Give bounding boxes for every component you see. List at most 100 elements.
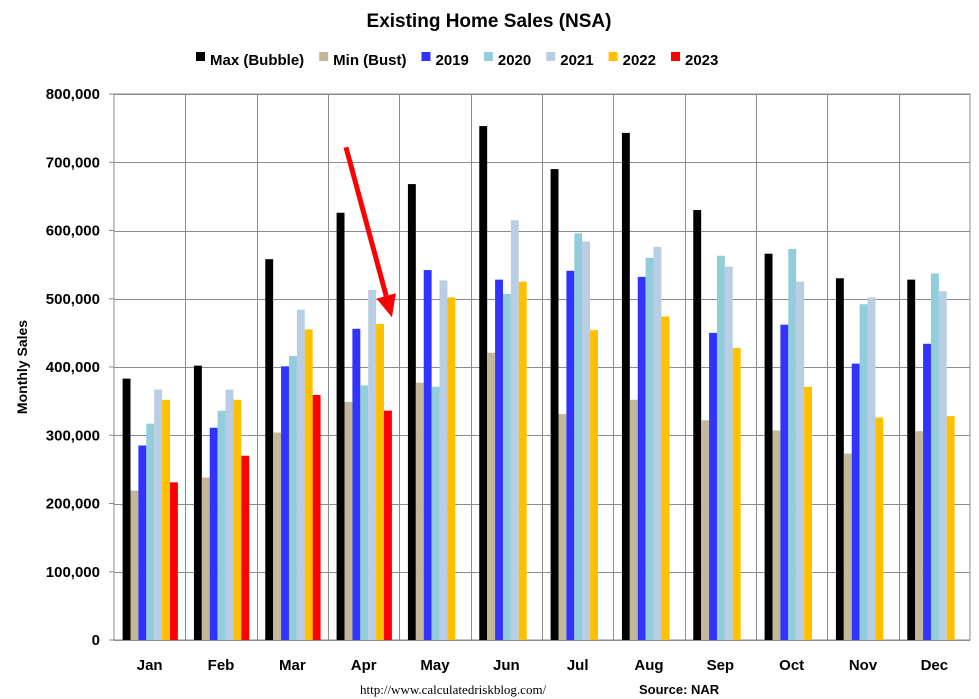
- legend-item: 2022: [608, 52, 656, 69]
- x-tick-label: Dec: [921, 657, 949, 674]
- bar-2021-nov: [867, 297, 876, 640]
- y-axis-title: Monthly Sales: [14, 320, 30, 414]
- bar-2020-aug: [645, 257, 654, 640]
- bar-min-bust-dec: [915, 431, 924, 640]
- x-tick-label: Oct: [779, 657, 804, 674]
- bar-2021-sep: [724, 266, 733, 640]
- bar-2020-mar: [288, 356, 297, 640]
- bar-2021-dec: [938, 291, 947, 640]
- bar-max-bubble-mar: [265, 259, 274, 640]
- bar-max-bubble-oct: [764, 253, 773, 640]
- x-tick-label: Feb: [208, 657, 235, 674]
- arrow-shaft: [343, 146, 389, 297]
- source-label: Source: NAR: [639, 682, 720, 697]
- bar-2023-mar: [312, 394, 321, 640]
- legend-item: 2020: [483, 52, 531, 69]
- x-tick-label: Mar: [279, 657, 306, 674]
- bar-2020-nov: [859, 304, 868, 640]
- bar-max-bubble-jul: [550, 169, 559, 640]
- bar-2021-jul: [582, 241, 591, 641]
- bar-2022-mar: [304, 329, 313, 640]
- bar-2022-feb: [233, 399, 242, 640]
- bar-2022-may: [447, 297, 456, 640]
- y-tick-label: 0: [92, 632, 100, 649]
- legend-swatch: [421, 52, 431, 61]
- bar-min-bust-apr: [344, 401, 353, 640]
- legend-item: 2019: [421, 52, 469, 69]
- bar-2021-may: [439, 280, 448, 640]
- arrow-head: [376, 293, 396, 318]
- legend-swatch: [196, 52, 205, 61]
- bar-2020-jun: [502, 293, 511, 640]
- legend: Max (Bubble) Min (Bust) 2019 2020 2021 2022 20…: [196, 52, 718, 69]
- x-tick-label: Nov: [849, 657, 878, 674]
- bar-2023-feb: [241, 455, 250, 640]
- legend-label: Max (Bubble): [210, 52, 304, 69]
- bar-2022-apr: [376, 324, 384, 640]
- legend-label: 2023: [685, 52, 718, 69]
- bar-2022-dec: [946, 416, 955, 640]
- bar-2019-oct: [780, 324, 789, 640]
- legend-item: Min (Bust): [319, 52, 407, 69]
- y-tick-label: 400,000: [46, 359, 100, 376]
- legend-label: 2021: [560, 52, 593, 69]
- y-tick-label: 200,000: [46, 496, 100, 513]
- bar-2023-apr: [384, 410, 392, 640]
- legend-swatch: [671, 52, 680, 61]
- bar-2021-feb: [225, 389, 234, 640]
- bar-min-bust-jul: [558, 414, 567, 640]
- y-tick-label: 300,000: [46, 427, 100, 444]
- bar-2020-sep: [716, 255, 725, 640]
- bar-min-bust-feb: [201, 477, 210, 640]
- bar-2022-sep: [732, 347, 741, 640]
- bar-2020-feb: [217, 410, 226, 640]
- legend-item: 2021: [546, 52, 594, 69]
- bar-2019-may: [423, 270, 432, 640]
- x-tick-label: Jul: [567, 657, 589, 674]
- bar-min-bust-aug: [629, 399, 638, 640]
- bar-2020-jan: [146, 423, 155, 640]
- bar-min-bust-nov: [843, 453, 852, 640]
- x-axis: Jan Feb Mar Apr May Jun Jul Aug Sep Oct Nov Dec: [137, 657, 948, 674]
- bar-2020-jul: [574, 233, 583, 641]
- bar-2022-jul: [590, 330, 598, 640]
- legend-label: 2020: [498, 52, 531, 69]
- bar-2019-feb: [209, 427, 218, 640]
- legend-label: 2022: [623, 52, 656, 69]
- bar-2022-jun: [518, 281, 527, 640]
- y-axis: 0 100,000 200,000 300,000 400,000 500,000 600,…: [46, 86, 114, 649]
- bar-2019-jan: [138, 445, 147, 640]
- bar-2021-apr: [368, 289, 377, 640]
- bars: [122, 126, 955, 641]
- bar-2022-jan: [162, 399, 170, 640]
- bar-2019-sep: [709, 332, 717, 641]
- bar-2023-jan: [170, 482, 178, 640]
- legend-swatch: [319, 52, 329, 61]
- x-tick-label: Apr: [351, 657, 377, 674]
- bar-2019-mar: [281, 366, 289, 640]
- bar-max-bubble-jan: [122, 378, 131, 640]
- legend-swatch: [608, 52, 618, 61]
- annotation-arrow: [343, 146, 396, 318]
- bar-min-bust-jun: [487, 352, 496, 640]
- bar-2020-may: [431, 386, 440, 640]
- bar-2020-dec: [930, 273, 939, 640]
- x-tick-label: Jun: [493, 657, 520, 674]
- bar-2021-oct: [796, 281, 805, 640]
- bar-max-bubble-nov: [835, 278, 844, 640]
- chart-title: Existing Home Sales (NSA): [367, 11, 612, 32]
- bar-2021-jan: [154, 389, 163, 640]
- bar-2020-oct: [788, 248, 797, 640]
- legend-item: Max (Bubble): [196, 52, 304, 69]
- bar-2021-aug: [653, 246, 662, 640]
- bar-max-bubble-sep: [693, 210, 702, 640]
- source-url: http://www.calculatedriskblog.com/: [360, 682, 547, 697]
- bar-min-bust-mar: [273, 432, 282, 640]
- bar-max-bubble-aug: [621, 132, 630, 640]
- y-tick-label: 700,000: [46, 154, 100, 171]
- gridlines: [113, 93, 971, 641]
- bar-2022-nov: [875, 417, 884, 640]
- y-tick-label: 500,000: [46, 291, 100, 308]
- legend-swatch: [546, 52, 556, 61]
- bar-min-bust-oct: [772, 430, 781, 640]
